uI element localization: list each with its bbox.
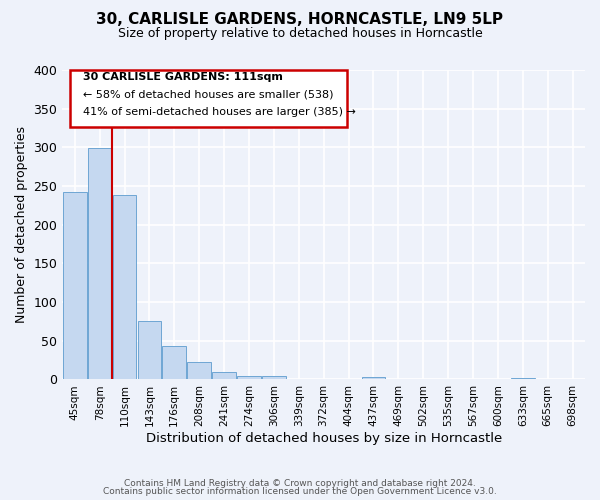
Bar — [137, 320, 161, 380]
Bar — [113, 194, 136, 380]
Y-axis label: Number of detached properties: Number of detached properties — [15, 126, 28, 323]
Bar — [262, 376, 286, 380]
Bar — [212, 372, 236, 380]
Bar — [63, 192, 86, 380]
Bar — [511, 378, 535, 380]
Text: Size of property relative to detached houses in Horncastle: Size of property relative to detached ho… — [118, 28, 482, 40]
Text: ← 58% of detached houses are smaller (538): ← 58% of detached houses are smaller (53… — [83, 90, 334, 100]
FancyBboxPatch shape — [70, 70, 347, 127]
Bar — [362, 377, 385, 380]
Text: 30, CARLISLE GARDENS, HORNCASTLE, LN9 5LP: 30, CARLISLE GARDENS, HORNCASTLE, LN9 5L… — [97, 12, 503, 28]
Bar — [187, 362, 211, 380]
Bar — [237, 376, 261, 380]
Bar — [163, 346, 186, 380]
Text: 41% of semi-detached houses are larger (385) →: 41% of semi-detached houses are larger (… — [83, 106, 356, 117]
Text: 30 CARLISLE GARDENS: 111sqm: 30 CARLISLE GARDENS: 111sqm — [83, 72, 283, 83]
Text: Contains HM Land Registry data © Crown copyright and database right 2024.: Contains HM Land Registry data © Crown c… — [124, 478, 476, 488]
Text: Contains public sector information licensed under the Open Government Licence v3: Contains public sector information licen… — [103, 487, 497, 496]
Bar — [88, 148, 112, 380]
X-axis label: Distribution of detached houses by size in Horncastle: Distribution of detached houses by size … — [146, 432, 502, 445]
